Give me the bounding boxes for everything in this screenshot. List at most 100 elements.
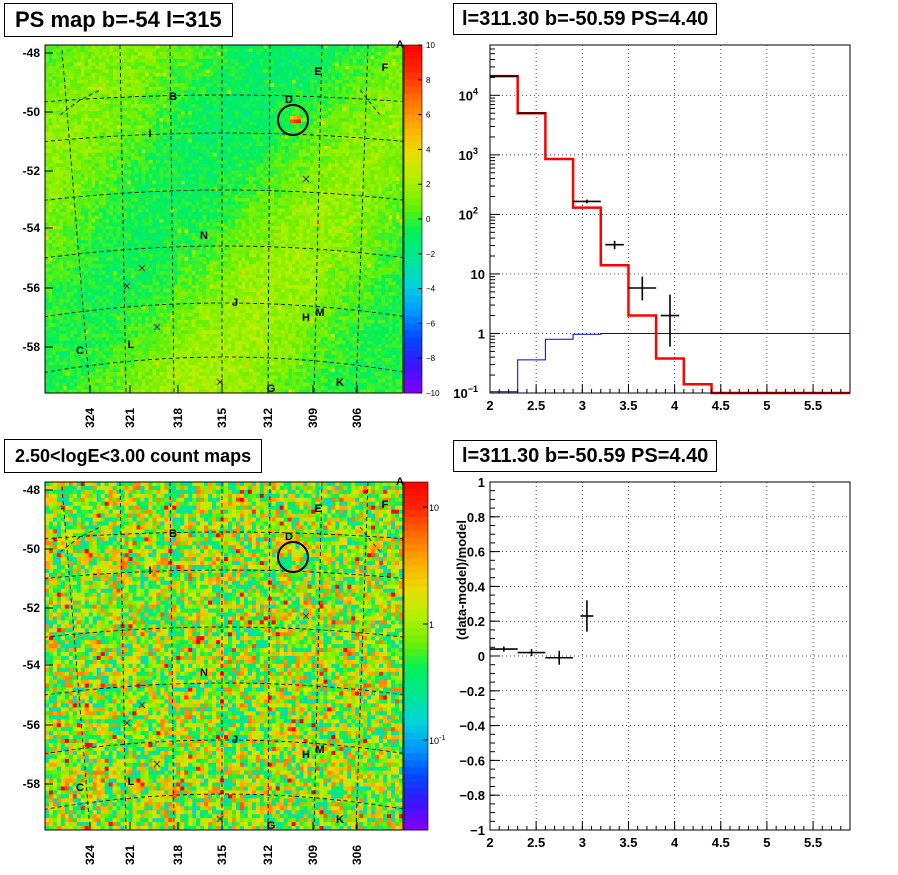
colorbar-segment [404,823,428,831]
colorbar-segment [404,309,422,317]
colorbar-segment [404,551,428,560]
spectrum-data-point [573,199,601,204]
y-tick-label: -52 [23,164,41,178]
colorbar-segment [404,121,422,130]
y-tick-label: -54 [23,658,41,672]
source-cross [123,719,131,727]
colorbar-segment [404,683,428,692]
field-label-m: M [315,307,324,319]
spectrum-y-tick-label: 10 [471,267,485,282]
colorbar-segment [404,267,422,276]
colorbar-segment [404,128,422,136]
colorbar-segment [404,149,422,157]
colorbar-segment [404,86,422,95]
colorbar-segment [404,219,422,227]
residual-x-tick-label: 5 [763,835,770,850]
colorbar-segment [404,635,428,643]
grid-parallel [45,245,403,259]
colorbar-segment [404,184,422,192]
ps-map-coordinate-grid [45,45,403,393]
colorbar-segment [404,177,422,185]
colorbar-segment [404,607,428,615]
ps-map-heatmap [45,45,403,393]
spectrum-x-tick-label: 5.5 [804,398,822,413]
field-label-n: N [200,230,208,242]
y-tick-label: -50 [23,542,41,556]
grid-edge [359,89,381,116]
source-cross [302,175,310,183]
grid-parallel [45,531,403,540]
colorbar-tick-label: −6 [426,319,436,328]
colorbar-segment [404,795,428,803]
colorbar-segment [404,212,422,220]
grid-meridian [169,482,175,830]
colorbar-segment [404,239,422,248]
grid-parallel [45,356,403,373]
field-label-n: N [200,667,208,679]
residual-data-point [545,650,574,665]
grid-edge [59,89,101,116]
residual-y-tick-label: 0 [478,649,485,664]
spectrum-y-tick-label: 1 [478,326,485,341]
colorbar-segment [404,170,422,178]
spectrum-x-tick-label: 2 [486,398,493,413]
colorbar-segment [404,788,428,796]
spectrum-data-point [660,294,680,347]
y-tick-label: -50 [23,105,41,119]
grid-parallel [45,793,403,810]
colorbar-segment [404,642,428,650]
colorbar-segment [404,225,422,234]
field-label-e: E [314,503,321,515]
ps-map-frame [44,44,404,394]
colorbar-segment [404,281,422,290]
grid-meridian [119,45,127,393]
count-map-coordinate-grid [45,482,403,830]
residual-data-point [517,649,546,656]
y-tick-label: -58 [23,340,41,354]
field-label-g: G [267,820,276,832]
colorbar-tick-label: 8 [426,76,431,85]
colorbar-segment [404,191,422,199]
source-cross [123,282,131,290]
residual-x-tick-label: 2 [486,835,493,850]
colorbar-segment [404,337,422,345]
colorbar-segment [404,565,428,573]
colorbar-segment [404,704,428,713]
residual-y-tick-label: −0.4 [459,719,485,734]
x-tick-label: 306 [350,408,364,428]
colorbar-tick-label: −4 [426,285,436,294]
field-label-b: B [169,528,177,540]
colorbar-segment [404,482,428,490]
grid-meridian [267,45,271,393]
colorbar-segment [404,760,428,768]
field-label-c: C [76,782,84,794]
grid-meridian [313,45,323,393]
colorbar-tick-label: −8 [426,354,436,363]
source-cross [153,323,161,331]
x-tick-label: 315 [215,408,229,428]
ps-map-title: PS map b=-54 l=315 [4,3,233,37]
x-tick-label: 321 [123,408,137,428]
residual-x-tick-label: 3 [579,835,586,850]
x-tick-label: 309 [306,408,320,428]
source-cross [138,701,146,709]
grid-meridian [267,482,271,830]
residual-x-tick-label: 4 [671,835,679,850]
colorbar-segment [404,344,422,352]
grid-parallel [45,189,403,201]
grid-meridian [169,45,175,393]
colorbar-segment [404,295,422,304]
count-map-heatmap [45,482,403,830]
spectrum-data-point [517,112,546,115]
spectrum-y-tick-label: 104 [459,86,478,103]
grid-meridian [61,49,91,393]
field-label-f: F [382,62,389,74]
colorbar-segment [404,351,422,359]
spectrum-x-tick-label: 4.5 [712,398,730,413]
colorbar-segment [404,253,422,262]
colorbar-segment [404,725,428,734]
field-label-j: J [232,297,238,309]
grid-parallel [45,302,403,318]
colorbar-segment [404,718,428,727]
